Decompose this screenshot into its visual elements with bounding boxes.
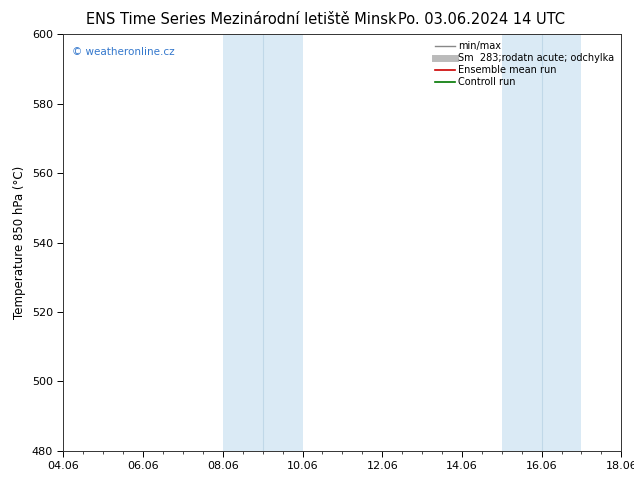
- Bar: [262, 34, 302, 451]
- Text: Po. 03.06.2024 14 UTC: Po. 03.06.2024 14 UTC: [398, 12, 566, 27]
- Legend: min/max, Sm  283;rodatn acute; odchylka, Ensemble mean run, Controll run: min/max, Sm 283;rodatn acute; odchylka, …: [433, 39, 616, 89]
- Text: ENS Time Series Mezinárodní letiště Minsk: ENS Time Series Mezinárodní letiště Mins…: [86, 12, 396, 27]
- Bar: [501, 34, 541, 451]
- Bar: [541, 34, 581, 451]
- Text: © weatheronline.cz: © weatheronline.cz: [72, 47, 174, 57]
- Bar: [223, 34, 262, 451]
- Y-axis label: Temperature 850 hPa (°C): Temperature 850 hPa (°C): [13, 166, 26, 319]
